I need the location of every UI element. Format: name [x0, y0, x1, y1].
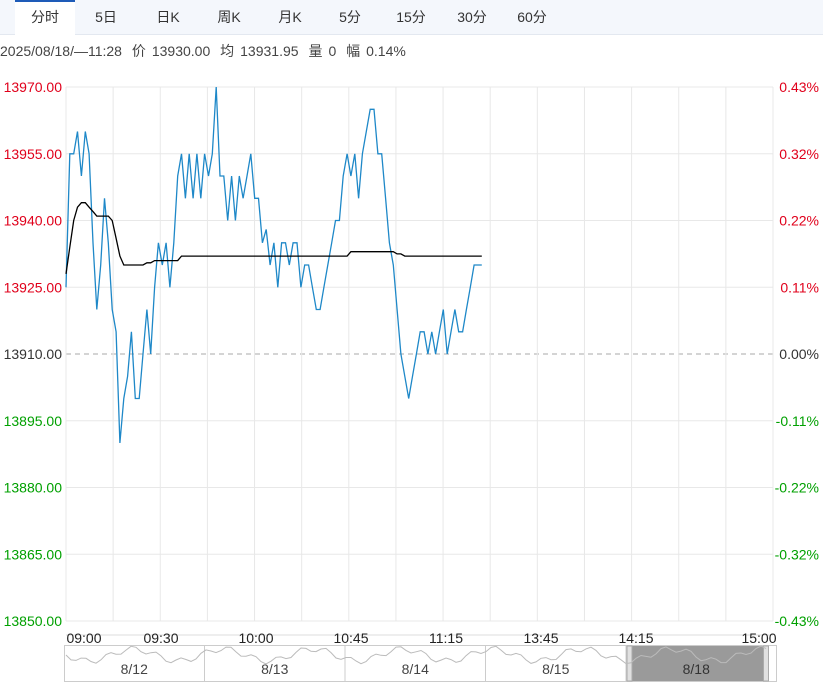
info-datetime: 2025/08/18/—11:28	[0, 43, 122, 59]
x-tick-label: 10:00	[238, 630, 273, 646]
x-tick-label: 11:15	[429, 630, 463, 646]
info-change: 0.14%	[366, 43, 406, 59]
navigator-selection[interactable]	[632, 646, 765, 681]
x-tick-label: 13:45	[523, 630, 558, 646]
navigator-handle-right[interactable]	[763, 645, 769, 682]
y-tick-label: 13925.00	[4, 279, 63, 295]
y-tick-label: 13955.00	[4, 146, 63, 162]
navigator-trace	[65, 645, 767, 665]
navigator-label-2: 8/14	[402, 661, 429, 677]
x-tick-label: 09:30	[143, 630, 178, 646]
pct-tick-label: -0.22%	[775, 480, 819, 496]
pct-tick-label: -0.32%	[775, 546, 819, 562]
y-tick-label: 13940.00	[4, 213, 63, 229]
info-avg: 13931.95	[240, 43, 299, 59]
y-tick-label: 13880.00	[4, 480, 63, 496]
x-tick-label: 10:45	[333, 630, 368, 646]
tab-4[interactable]: 月K	[278, 9, 302, 25]
info-price: 13930.00	[151, 43, 211, 59]
y-tick-label: 13865.00	[4, 546, 63, 562]
x-tick-label: 15:00	[741, 630, 776, 646]
x-tick-label: 14:15	[618, 630, 653, 646]
period-tabs: 分时 5日 日K 周K 月K 5分 15分 30分 60分	[0, 0, 823, 35]
pct-tick-label: 0.22%	[779, 213, 819, 229]
tab-6[interactable]: 15分	[396, 9, 426, 25]
intraday-chart: 13970.00 0.43% 13955.00 0.32% 13940.00 0.22% 1…	[4, 79, 819, 646]
pct-tick-label: 0.43%	[779, 79, 819, 95]
tab-8[interactable]: 60分	[517, 9, 547, 25]
tab-2[interactable]: 日K	[156, 9, 180, 25]
info-avg-label: 均	[220, 43, 235, 59]
pct-tick-label: 0.00%	[779, 346, 819, 362]
y-tick-label: 13970.00	[4, 79, 63, 95]
date-navigator[interactable]: 8/12 8/13 8/14 8/15 8/18	[64, 645, 777, 682]
x-tick-label: 09:00	[66, 630, 101, 646]
tab-3[interactable]: 周K	[217, 9, 241, 25]
info-change-label: 幅	[346, 43, 361, 59]
info-volume: 0	[328, 43, 337, 59]
y-tick-label: 13895.00	[4, 413, 63, 429]
info-price-label: 价	[131, 43, 146, 59]
tab-5[interactable]: 5分	[339, 9, 361, 25]
tab-1[interactable]: 5日	[95, 9, 117, 25]
pct-tick-label: 0.32%	[779, 146, 819, 162]
navigator-label-3: 8/15	[542, 661, 569, 677]
navigator-label-0: 8/12	[121, 661, 148, 677]
y-tick-label: 13910.00	[4, 346, 63, 362]
pct-tick-label: -0.11%	[776, 413, 819, 429]
navigator-label-1: 8/13	[261, 661, 288, 677]
pct-tick-label: 0.11%	[780, 279, 819, 295]
pct-tick-label: -0.43%	[775, 613, 819, 629]
tab-7[interactable]: 30分	[457, 9, 487, 25]
navigator-label-4: 8/18	[683, 661, 710, 677]
average-line	[65, 202, 482, 274]
tab-0[interactable]: 分时	[15, 0, 75, 35]
info-volume-label: 量	[308, 43, 323, 59]
y-tick-label: 13850.00	[4, 613, 63, 629]
price-line	[65, 86, 482, 444]
